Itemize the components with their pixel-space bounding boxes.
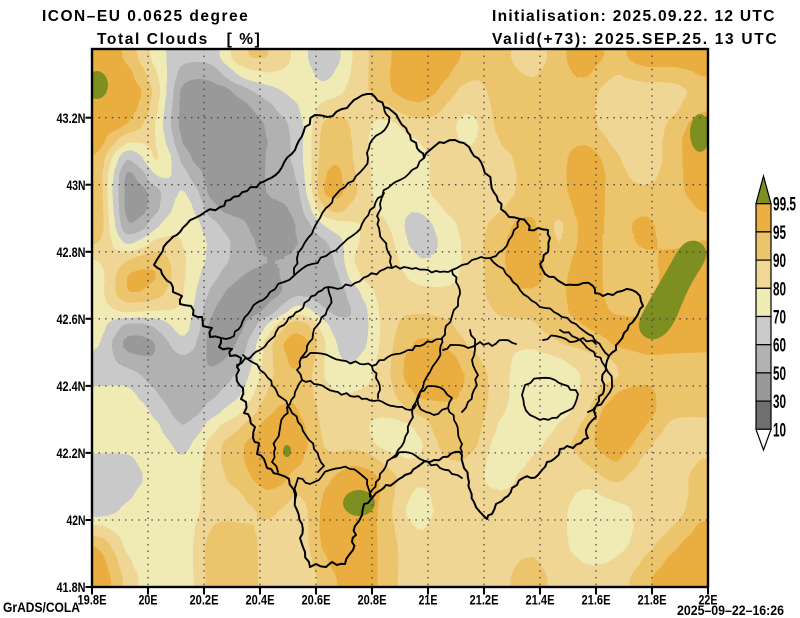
svg-text:90: 90	[773, 251, 786, 272]
svg-text:2025–09–22–16:26: 2025–09–22–16:26	[677, 602, 784, 618]
svg-text:19.8E: 19.8E	[78, 592, 107, 608]
svg-text:50: 50	[773, 364, 786, 385]
svg-text:42.4N: 42.4N	[57, 378, 86, 394]
svg-text:21.4E: 21.4E	[526, 592, 555, 608]
svg-text:ICON–EU 0.0625 degree: ICON–EU 0.0625 degree	[42, 8, 249, 25]
svg-text:70: 70	[773, 308, 786, 329]
svg-text:20.8E: 20.8E	[358, 592, 387, 608]
svg-text:99.5: 99.5	[773, 195, 796, 216]
svg-text:21.6E: 21.6E	[582, 592, 611, 608]
svg-text:41.8N: 41.8N	[57, 579, 86, 595]
svg-text:22E: 22E	[699, 592, 718, 608]
svg-text:42.2N: 42.2N	[57, 445, 86, 461]
svg-text:GrADS/COLA: GrADS/COLA	[3, 599, 80, 615]
svg-text:20.6E: 20.6E	[302, 592, 331, 608]
svg-text:95: 95	[773, 223, 786, 244]
svg-text:43.2N: 43.2N	[57, 110, 86, 126]
svg-text:30: 30	[773, 392, 786, 413]
svg-text:10: 10	[773, 420, 786, 441]
svg-text:Valid(+73): 2025.SEP.25. 13 UT: Valid(+73): 2025.SEP.25. 13 UTC	[492, 31, 778, 48]
svg-text:Initialisation: 2025.09.22. 12: Initialisation: 2025.09.22. 12 UTC	[492, 8, 776, 25]
svg-text:Total Clouds [ %]: Total Clouds [ %]	[97, 31, 261, 48]
svg-text:80: 80	[773, 279, 786, 300]
svg-text:21.2E: 21.2E	[470, 592, 499, 608]
svg-text:42.8N: 42.8N	[57, 244, 86, 260]
svg-text:42N: 42N	[67, 512, 86, 528]
svg-text:20E: 20E	[139, 592, 158, 608]
svg-text:43N: 43N	[67, 177, 86, 193]
svg-text:20.4E: 20.4E	[246, 592, 275, 608]
svg-text:20.2E: 20.2E	[190, 592, 219, 608]
svg-text:21.8E: 21.8E	[638, 592, 667, 608]
svg-text:21E: 21E	[419, 592, 438, 608]
svg-text:42.6N: 42.6N	[57, 311, 86, 327]
svg-text:60: 60	[773, 336, 786, 357]
